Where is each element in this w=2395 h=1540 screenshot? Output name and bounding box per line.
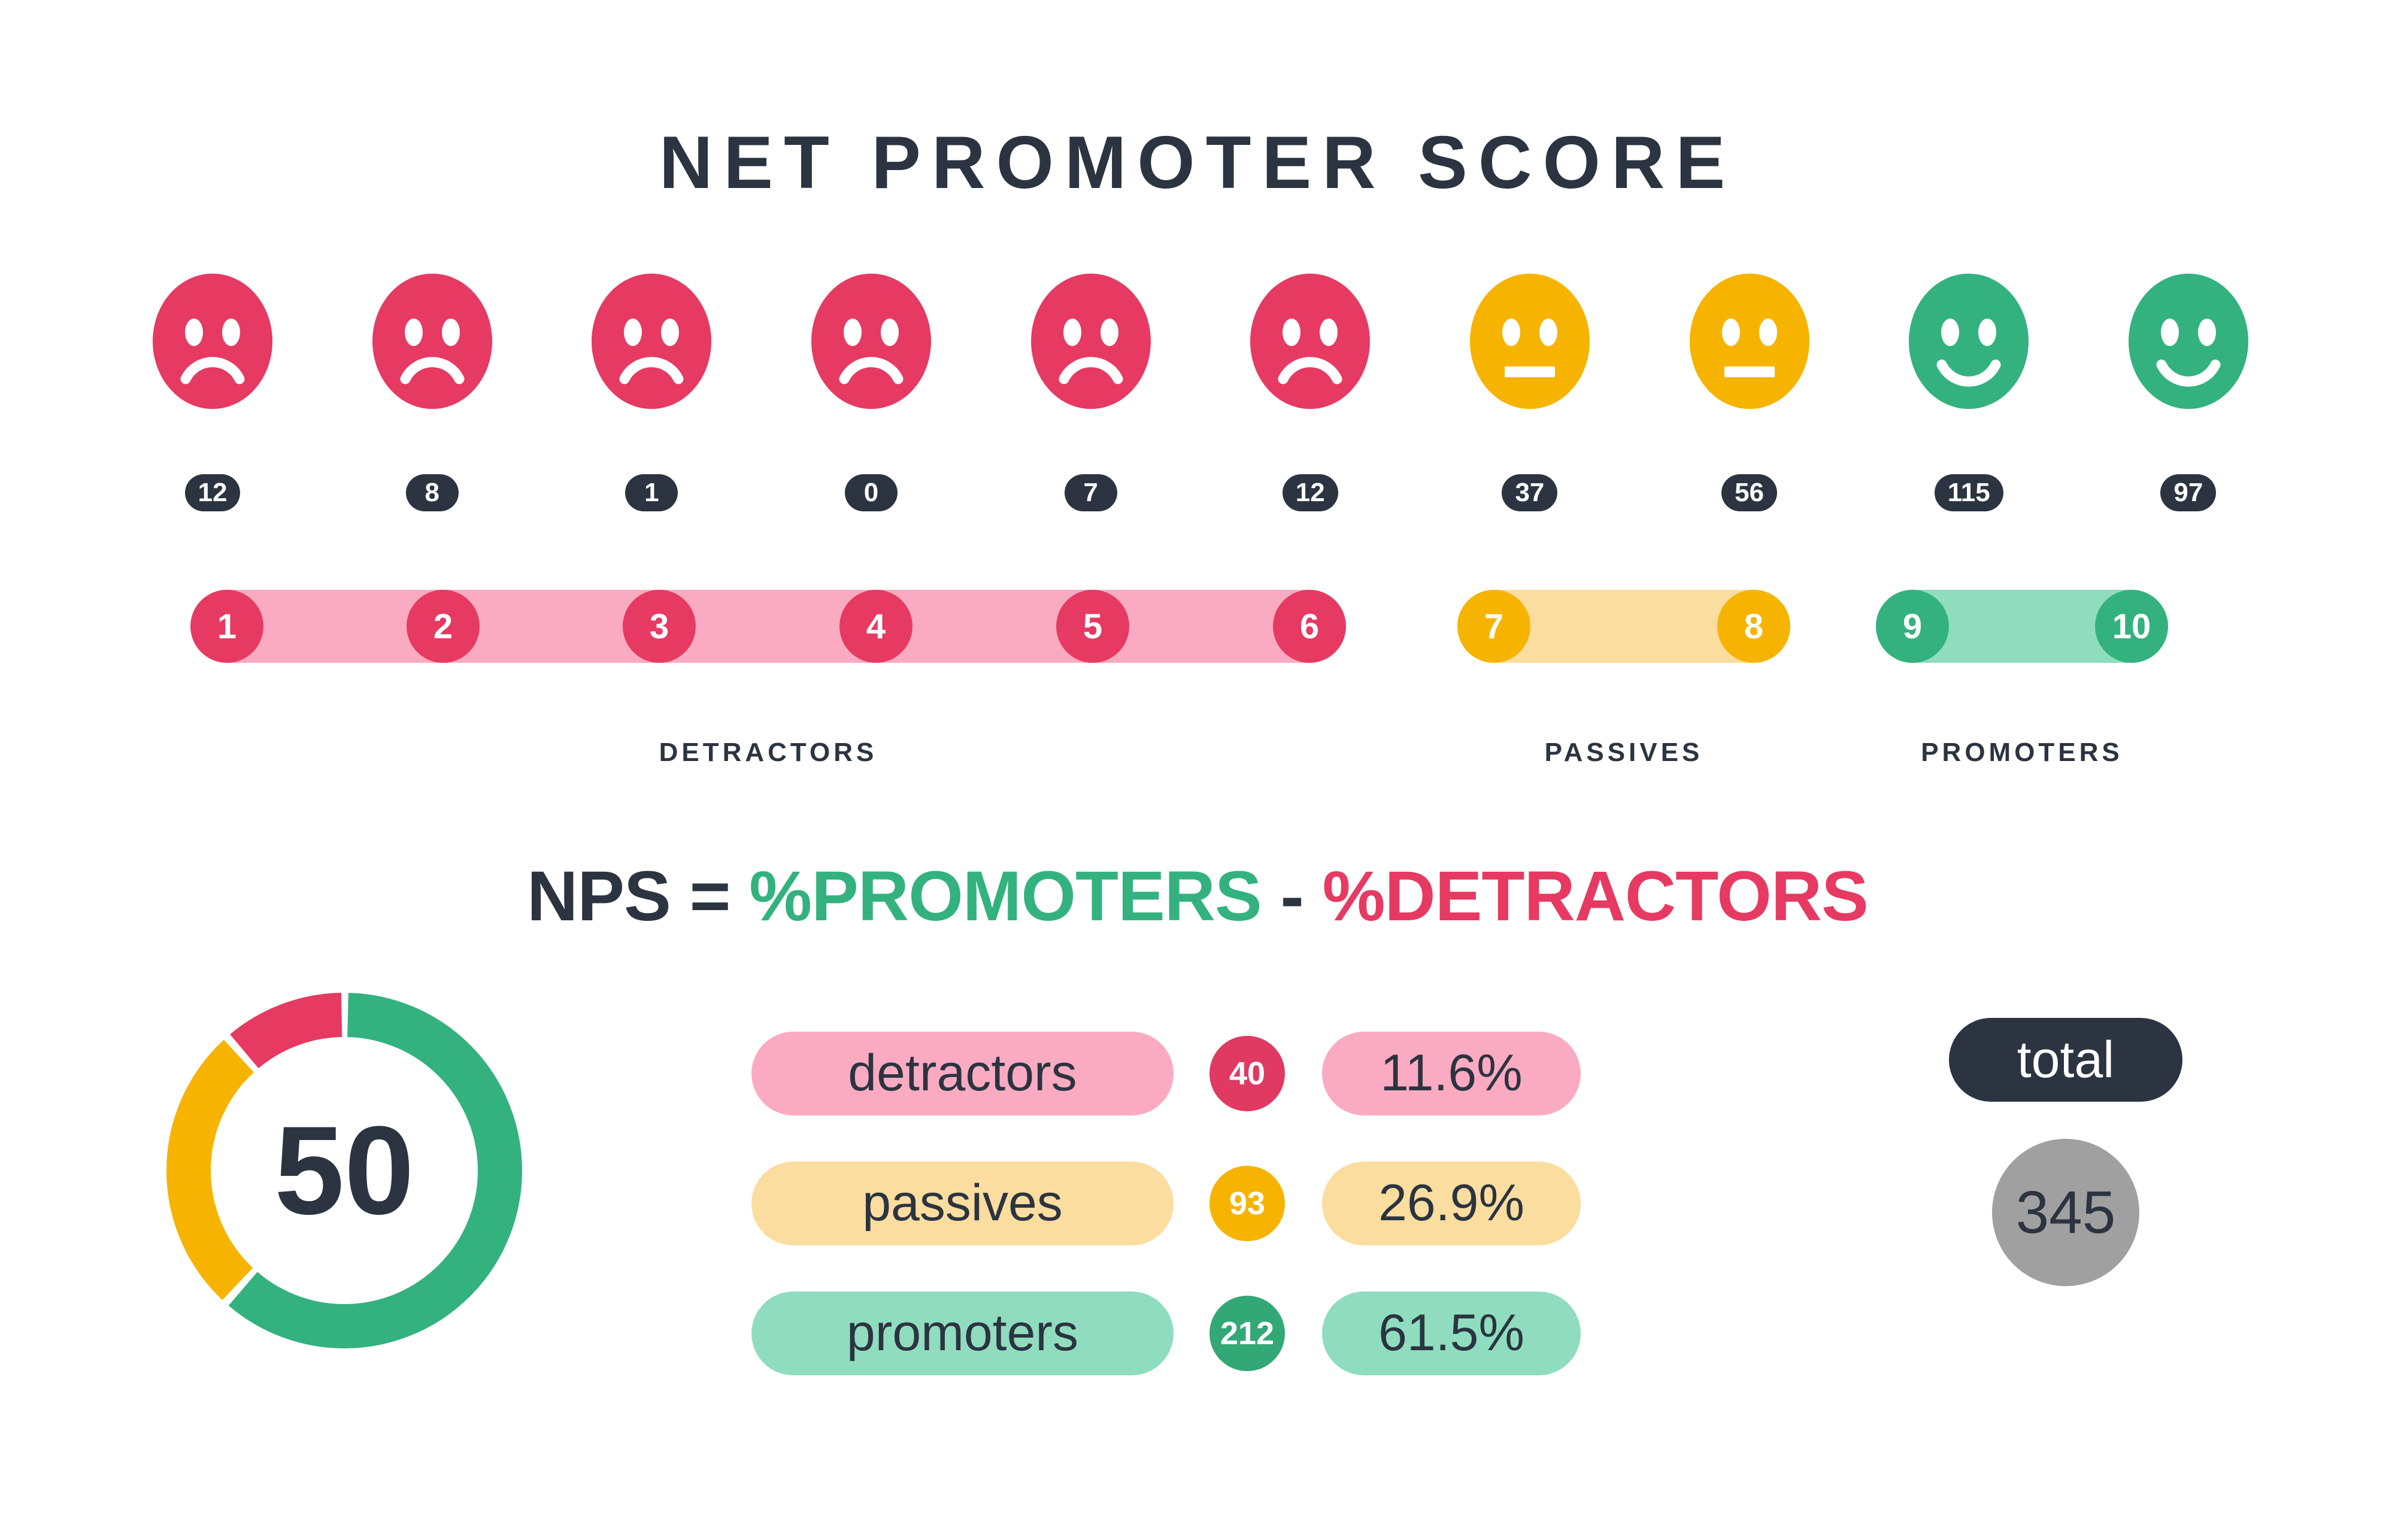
count-badge: 1 xyxy=(625,474,678,511)
score-dot-3[interactable]: 3 xyxy=(623,590,696,663)
page-title: NET PROMOTER SCORE xyxy=(659,122,1736,204)
sad-face-icon xyxy=(153,274,272,409)
count-badge: 7 xyxy=(1064,474,1117,511)
passives-group-label: PASSIVES xyxy=(1544,738,1703,767)
score-dot-9[interactable]: 9 xyxy=(1876,590,1949,663)
formula-promoters-term: %PROMOTERS xyxy=(749,857,1262,936)
count-badge: 97 xyxy=(2160,474,2217,511)
sad-face-icon xyxy=(811,274,931,409)
legend-label-passives: passives xyxy=(751,1161,1174,1245)
promoters-group-label: PROMOTERS xyxy=(1921,738,2123,767)
score-dot-2[interactable]: 2 xyxy=(407,590,480,663)
count-cell: 12 xyxy=(1250,474,1370,511)
sad-face-icon xyxy=(372,274,492,409)
legend-row-passives: passives 93 26.9% xyxy=(751,1151,1733,1256)
score-dot-6[interactable]: 6 xyxy=(1273,590,1346,663)
score-dot-5[interactable]: 5 xyxy=(1056,590,1129,663)
neutral-face-icon xyxy=(1689,274,1809,409)
nps-formula: NPS = %PROMOTERS - %DETRACTORS xyxy=(0,861,2395,932)
legend-percent-detractors: 11.6% xyxy=(1322,1031,1581,1115)
formula-prefix: NPS = xyxy=(527,857,750,936)
total-block: total 345 xyxy=(1925,1018,2206,1286)
legend-row-promoters: promoters 212 61.5% xyxy=(751,1281,1733,1386)
sad-face-icon xyxy=(592,274,712,409)
legend-count-passives: 93 xyxy=(1209,1165,1285,1241)
sad-face-icon xyxy=(1250,274,1371,409)
count-badge: 0 xyxy=(844,474,898,511)
happy-face-icon xyxy=(1909,274,2029,409)
count-badge: 115 xyxy=(1934,474,2003,511)
legend-count-promoters: 212 xyxy=(1209,1295,1285,1371)
score-dot-4[interactable]: 4 xyxy=(839,590,912,663)
count-cell: 1 xyxy=(592,474,711,511)
legend-count-detractors: 40 xyxy=(1209,1035,1285,1111)
count-badge: 56 xyxy=(1721,474,1778,511)
faces-row xyxy=(153,272,2248,410)
detractors-group-label: DETRACTORS xyxy=(659,738,878,767)
legend-label-detractors: detractors xyxy=(751,1031,1174,1115)
count-cell: 37 xyxy=(1470,474,1590,511)
count-cell: 7 xyxy=(1031,474,1151,511)
score-dot-1[interactable]: 1 xyxy=(190,590,263,663)
legend-label-promoters: promoters xyxy=(751,1291,1174,1375)
response-counts-row: 12 8 1 0 7 12 37 56 115 97 xyxy=(153,467,2248,519)
count-cell: 56 xyxy=(1690,474,1809,511)
total-label: total xyxy=(1949,1018,2182,1102)
happy-face-icon xyxy=(2128,274,2248,409)
count-cell: 97 xyxy=(2129,474,2248,511)
passives-track: 7 8 xyxy=(1457,590,1790,663)
legend-percent-promoters: 61.5% xyxy=(1322,1291,1581,1375)
nps-score-value: 50 xyxy=(274,1100,414,1241)
legend: detractors 40 11.6% passives 93 26.9% pr… xyxy=(751,1021,1733,1386)
detractors-track: 1 2 3 4 5 6 xyxy=(190,590,1346,663)
count-badge: 12 xyxy=(1282,474,1338,511)
count-cell: 8 xyxy=(372,474,492,511)
formula-detractors-term: %DETRACTORS xyxy=(1322,857,1869,936)
sad-face-icon xyxy=(1030,274,1151,409)
neutral-face-icon xyxy=(1469,274,1590,409)
count-cell: 115 xyxy=(1909,474,2029,511)
score-scale: 1 2 3 4 5 6 7 8 9 10 xyxy=(0,590,2395,668)
nps-donut-chart: 50 xyxy=(147,973,542,1368)
score-dot-10[interactable]: 10 xyxy=(2095,590,2168,663)
score-dot-7[interactable]: 7 xyxy=(1457,590,1530,663)
formula-operator: - xyxy=(1261,857,1323,936)
count-badge: 8 xyxy=(405,474,459,511)
count-badge: 12 xyxy=(184,474,241,511)
legend-row-detractors: detractors 40 11.6% xyxy=(751,1021,1733,1126)
score-dot-8[interactable]: 8 xyxy=(1717,590,1790,663)
count-cell: 0 xyxy=(811,474,931,511)
legend-percent-passives: 26.9% xyxy=(1322,1161,1581,1245)
promoters-track: 9 10 xyxy=(1876,590,2168,663)
count-cell: 12 xyxy=(153,474,272,511)
count-badge: 37 xyxy=(1502,474,1558,511)
total-value: 345 xyxy=(1992,1139,2139,1286)
